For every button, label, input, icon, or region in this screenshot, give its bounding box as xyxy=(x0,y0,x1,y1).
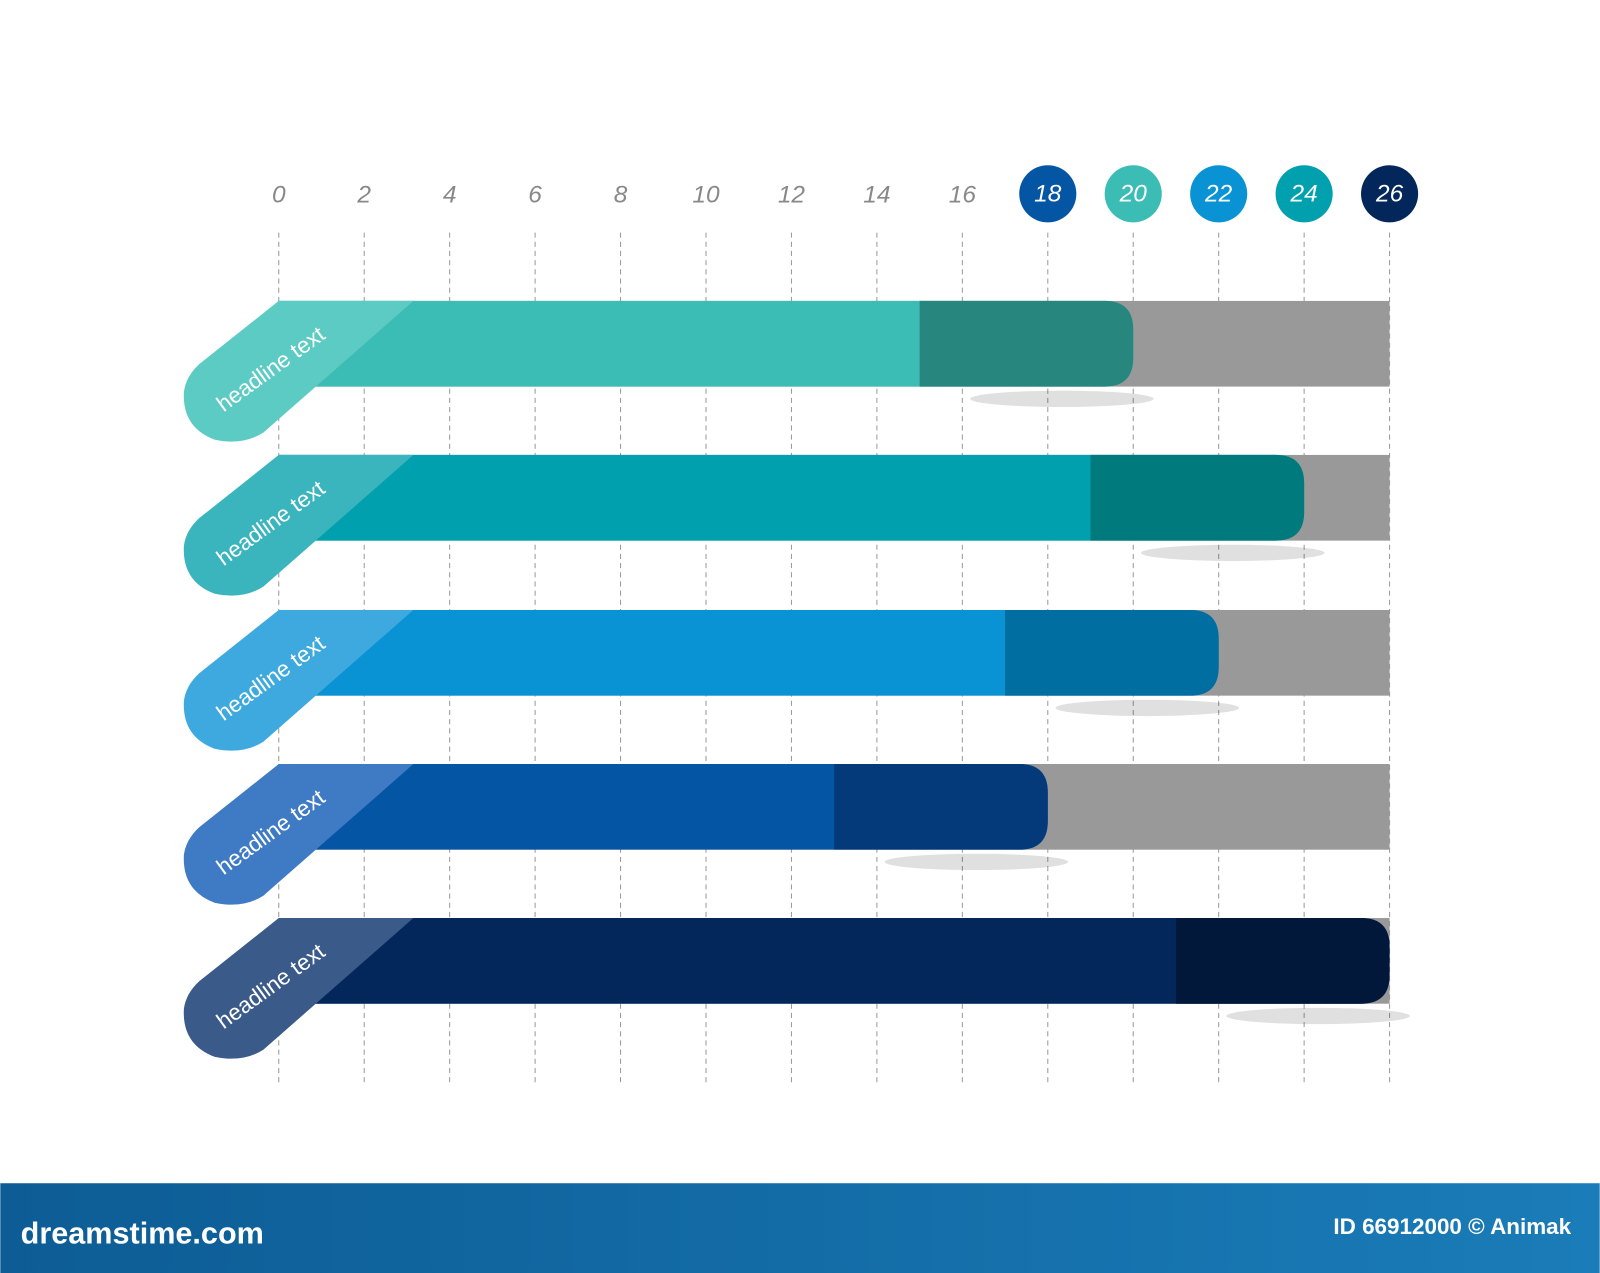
bar-tab xyxy=(183,764,414,905)
bar-shadow xyxy=(1055,699,1240,717)
x-tick-label: 12 xyxy=(778,181,806,208)
tick-badge xyxy=(1275,165,1333,223)
bar-shadow xyxy=(970,390,1154,407)
bar-end xyxy=(1090,454,1305,541)
footer-credit: ID 66912000 © Animak xyxy=(1333,1214,1571,1239)
bar-tab xyxy=(183,609,414,751)
tick-badge xyxy=(1190,165,1248,223)
x-tick-label: 8 xyxy=(614,181,628,208)
bar-tab xyxy=(183,454,414,596)
bar-shadow xyxy=(1140,544,1325,562)
bar-end xyxy=(919,300,1134,387)
x-tick-label: 22 xyxy=(1204,180,1233,207)
bar xyxy=(278,300,1134,387)
bar-end xyxy=(1175,918,1390,1004)
x-tick-label: 16 xyxy=(949,181,977,208)
x-tick-label: 0 xyxy=(272,181,286,208)
tick-badge xyxy=(1361,165,1419,223)
x-tick-label: 20 xyxy=(1119,180,1148,207)
x-tick-label: 10 xyxy=(692,181,720,208)
x-tick-label: 2 xyxy=(356,181,371,208)
x-tick-label: 18 xyxy=(1034,180,1062,207)
bar-end xyxy=(834,764,1048,850)
bar-tab xyxy=(183,918,414,1059)
x-tick-label: 26 xyxy=(1375,180,1404,207)
footer-band xyxy=(0,1183,1600,1273)
x-tick-label: 4 xyxy=(443,181,457,208)
x-tick-label: 6 xyxy=(528,181,542,208)
tick-badge xyxy=(1019,165,1077,223)
bar xyxy=(278,918,1390,1004)
footer-site: dreamstime.com xyxy=(21,1216,264,1250)
tick-badge xyxy=(1104,165,1162,223)
bar-end xyxy=(1005,609,1219,696)
x-tick-label: 24 xyxy=(1290,180,1318,207)
bar-shadow xyxy=(884,853,1069,871)
bar xyxy=(278,609,1219,696)
bar-shadow xyxy=(1226,1007,1410,1025)
x-tick-label: 14 xyxy=(863,181,890,208)
bar-tab xyxy=(183,300,414,442)
bar xyxy=(278,454,1305,541)
